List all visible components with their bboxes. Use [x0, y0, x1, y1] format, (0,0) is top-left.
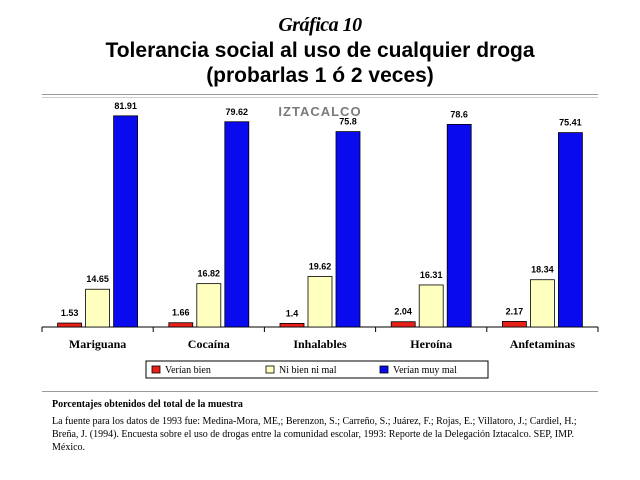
category-label: Cocaína [188, 337, 230, 351]
bottom-divider [42, 391, 598, 392]
category-label: Anfetaminas [510, 337, 576, 351]
title-line-2: (probarlas 1 ó 2 veces) [206, 64, 434, 87]
bar [446, 123, 472, 328]
bar [196, 283, 222, 328]
bar [501, 321, 527, 328]
note-title: Porcentajes obtenidos del total de la mu… [52, 399, 243, 410]
data-label: 75.8 [339, 117, 357, 127]
data-label: 79.62 [226, 107, 249, 117]
page-title: Tolerancia social al uso de cualquier dr… [0, 38, 640, 88]
legend-swatch [151, 365, 161, 374]
category-label: Mariguana [69, 337, 126, 351]
title-line-1: Tolerancia social al uso de cualquier dr… [105, 39, 535, 62]
bar [57, 322, 82, 328]
top-divider [42, 94, 598, 95]
top-divider-inner [42, 97, 598, 98]
data-label: 16.31 [420, 270, 443, 280]
legend-label: Ni bien ni mal [279, 365, 337, 376]
legend-label: Verían bien [165, 365, 211, 376]
bar [113, 115, 138, 328]
bar [168, 322, 194, 328]
data-label: 78.6 [450, 109, 468, 119]
bar [279, 322, 305, 328]
bar [530, 279, 555, 328]
data-label: 75.41 [559, 118, 582, 128]
data-label: 19.62 [309, 261, 332, 271]
legend-label: Verían muy mal [393, 365, 457, 376]
bar [558, 132, 583, 328]
data-label: 18.34 [531, 265, 554, 275]
data-label: 1.66 [172, 308, 190, 318]
slide-label: Gráfica 10 [278, 14, 362, 36]
data-label: 81.91 [114, 101, 137, 111]
data-label: 1.4 [286, 308, 299, 318]
data-label: 14.65 [86, 274, 109, 284]
data-label: 2.04 [394, 307, 412, 317]
legend-swatch [265, 365, 275, 374]
legend-box [145, 360, 489, 379]
category-label: Heroína [410, 337, 452, 351]
bar [85, 288, 110, 328]
data-label: 2.17 [506, 306, 524, 316]
category-label: Inhalables [293, 337, 347, 351]
bar [418, 284, 444, 328]
data-label: 16.82 [198, 269, 221, 279]
bar [307, 276, 333, 328]
legend-swatch [379, 365, 389, 374]
chart-title: IZTACALCO [278, 104, 362, 119]
data-label: 1.53 [61, 308, 79, 318]
source-citation: La fuente para los datos de 1993 fue: Me… [52, 416, 577, 453]
bar [390, 321, 416, 328]
bar [224, 121, 250, 328]
bar [335, 131, 361, 328]
